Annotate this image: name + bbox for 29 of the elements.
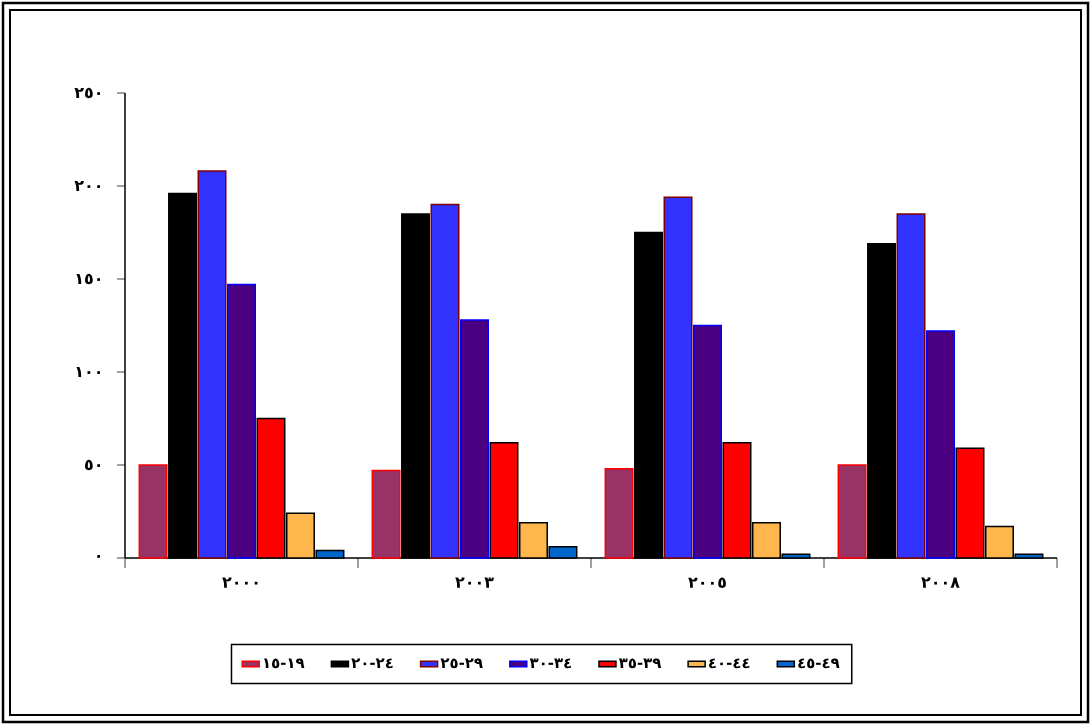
- x-tick-label: ٢٠٠٣: [455, 577, 494, 588]
- x-tick-label: ٢٠٠٠: [222, 577, 258, 588]
- bar: [604, 467, 634, 559]
- legend-label: ٣٠-٣٤: [529, 658, 571, 669]
- y-tick-label: ١٠٠: [76, 366, 100, 378]
- bar: [138, 464, 168, 559]
- y-tick-label: ٥٠: [85, 459, 100, 471]
- bar: [837, 464, 867, 559]
- legend-label: ٢٥-٢٩: [440, 658, 483, 669]
- bar: [197, 170, 227, 559]
- bar: [896, 213, 926, 559]
- legend-label: ٣٥-٣٩: [618, 658, 662, 669]
- bar: [371, 469, 401, 559]
- bar: [430, 203, 460, 559]
- legend-label: ٤٥-٤٩: [798, 658, 840, 669]
- bar: [663, 196, 693, 559]
- bar: [460, 319, 489, 559]
- bar: [227, 283, 256, 559]
- y-tick-label: ٢٠٠: [74, 180, 100, 192]
- legend-label: ٤٠-٤٤: [708, 658, 750, 669]
- x-tick-label: ٢٠٠٥: [688, 577, 726, 588]
- y-tick-label: ٠: [97, 555, 100, 558]
- legend-label: ١٥-١٩: [264, 658, 305, 669]
- y-tick-label: ١٥٠: [76, 273, 100, 285]
- x-tick-label: ٢٠٠٨: [921, 577, 960, 588]
- bar: [693, 324, 722, 559]
- bar: [926, 330, 956, 559]
- y-tick-label: ٢٥٠: [74, 87, 100, 99]
- legend-label: ٢٠-٢٤: [351, 658, 393, 669]
